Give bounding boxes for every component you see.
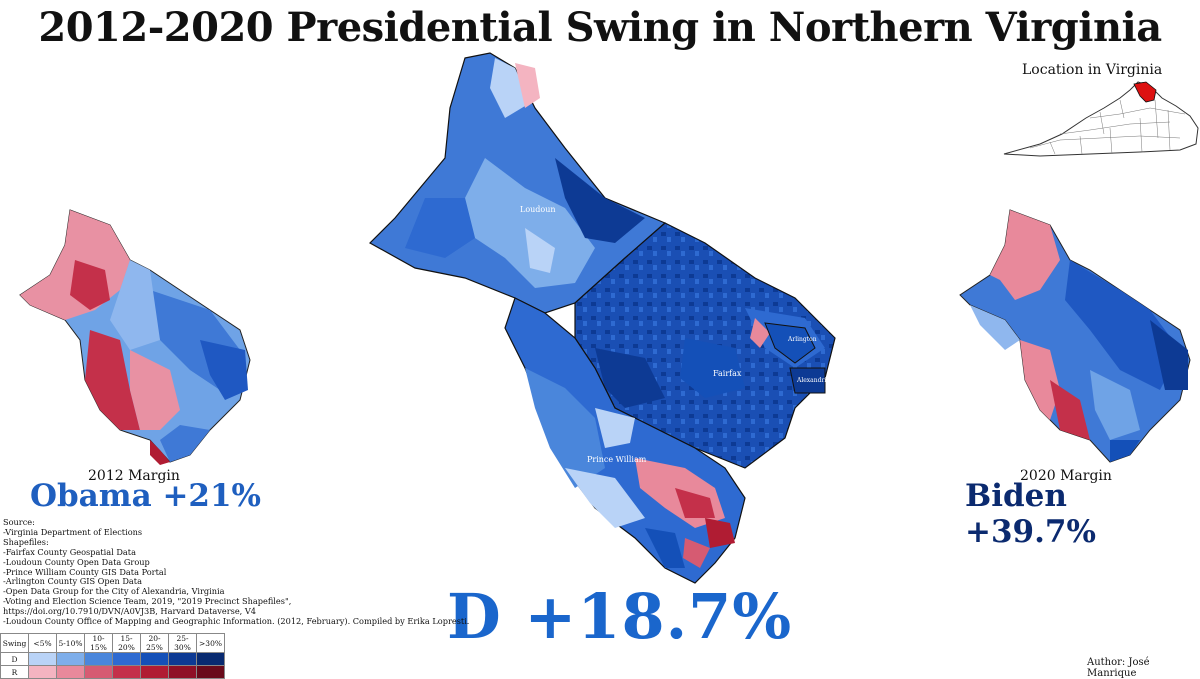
author-credit: Author: José Manrique [1087, 657, 1200, 679]
legend-swatch [169, 653, 197, 666]
legend-row-label: D [1, 653, 29, 666]
source-line: -Virginia Department of Elections [3, 528, 443, 538]
legend-row-r: R [1, 666, 225, 679]
sources-list: Source: -Virginia Department of Election… [3, 518, 443, 627]
legend-swatch [141, 666, 169, 679]
legend-swatch [197, 666, 225, 679]
legend-swatch [85, 666, 113, 679]
swing-legend: Swing <5% 5-10% 10-15% 15-20% 20-25% 25-… [0, 633, 225, 679]
legend-swatch [169, 666, 197, 679]
legend-bin: <5% [29, 634, 57, 653]
virginia-inset-map [1000, 78, 1200, 160]
legend-header: Swing [1, 634, 29, 653]
legend-swatch [141, 653, 169, 666]
legend-swatch [113, 666, 141, 679]
label-alexandria: Alexandria [796, 377, 830, 384]
page-title: 2012-2020 Presidential Swing in Northern… [0, 4, 1200, 51]
legend-swatch [113, 653, 141, 666]
map-2012-margin [10, 200, 255, 470]
legend-swatch [57, 666, 85, 679]
label-loudoun: Loudoun [520, 205, 556, 214]
legend-swatch [57, 653, 85, 666]
legend-bin: 25-30% [169, 634, 197, 653]
legend-swatch [197, 653, 225, 666]
legend-bin: 5-10% [57, 634, 85, 653]
legend-row-d: D [1, 653, 225, 666]
legend-bin: 20-25% [141, 634, 169, 653]
source-line: -Loudoun County Office of Mapping and Ge… [3, 617, 443, 627]
inset-label: Location in Virginia [1022, 62, 1162, 78]
legend-row-label: R [1, 666, 29, 679]
right-map-result: Biden +39.7% [965, 478, 1200, 550]
map-2020-margin [950, 200, 1195, 470]
left-map-result: Obama +21% [30, 478, 261, 514]
legend-swatch [29, 666, 57, 679]
label-arlington: Arlington [787, 336, 817, 343]
label-fairfax: Fairfax [713, 369, 742, 378]
legend-bin: >30% [197, 634, 225, 653]
swing-result: D +18.7% [447, 580, 792, 653]
map-2012-2020-swing: Loudoun Fairfax Prince William Arlington… [365, 48, 845, 588]
legend-swatch [85, 653, 113, 666]
legend-swatch [29, 653, 57, 666]
legend-bin: 15-20% [113, 634, 141, 653]
legend-bin: 10-15% [85, 634, 113, 653]
label-prince-william: Prince William [587, 455, 647, 464]
